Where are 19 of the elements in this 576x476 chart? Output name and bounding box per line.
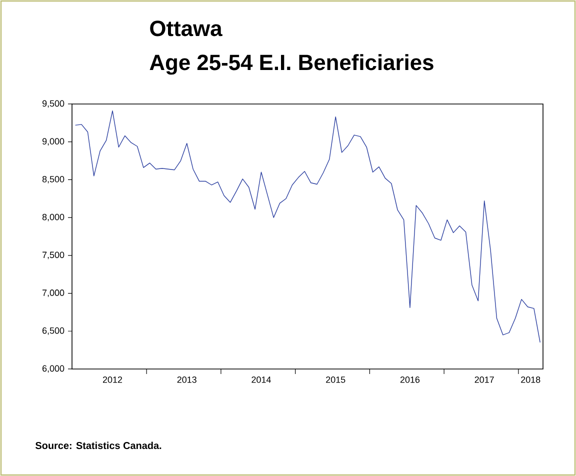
y-tick-label: 8,000 xyxy=(42,214,64,222)
chart-subtitle: Age 25-54 E.I. Beneficiaries xyxy=(150,54,434,75)
x-tick-label: 2016 xyxy=(400,376,420,383)
y-tick-label: 6,000 xyxy=(42,365,64,373)
x-tick-label: 2012 xyxy=(102,376,122,383)
x-tick-label: 2015 xyxy=(326,376,346,383)
y-tick-label: 7,000 xyxy=(42,290,64,297)
y-tick-label: 7,500 xyxy=(42,252,64,260)
x-tick-label: 2014 xyxy=(252,376,271,383)
x-tick-label: 2017 xyxy=(474,376,494,383)
x-tick-label: 2013 xyxy=(177,376,196,383)
y-tick-label: 6,500 xyxy=(42,327,64,335)
source-note: Source: Statistics Canada. xyxy=(35,442,162,450)
y-tick-label: 8,500 xyxy=(42,176,64,184)
chart-title: Ottawa xyxy=(150,20,222,36)
line-series xyxy=(74,110,540,343)
x-tick-label: 2018 xyxy=(521,376,540,383)
y-tick-label: 9,000 xyxy=(42,138,64,146)
y-tick-label: 9,500 xyxy=(42,100,64,108)
